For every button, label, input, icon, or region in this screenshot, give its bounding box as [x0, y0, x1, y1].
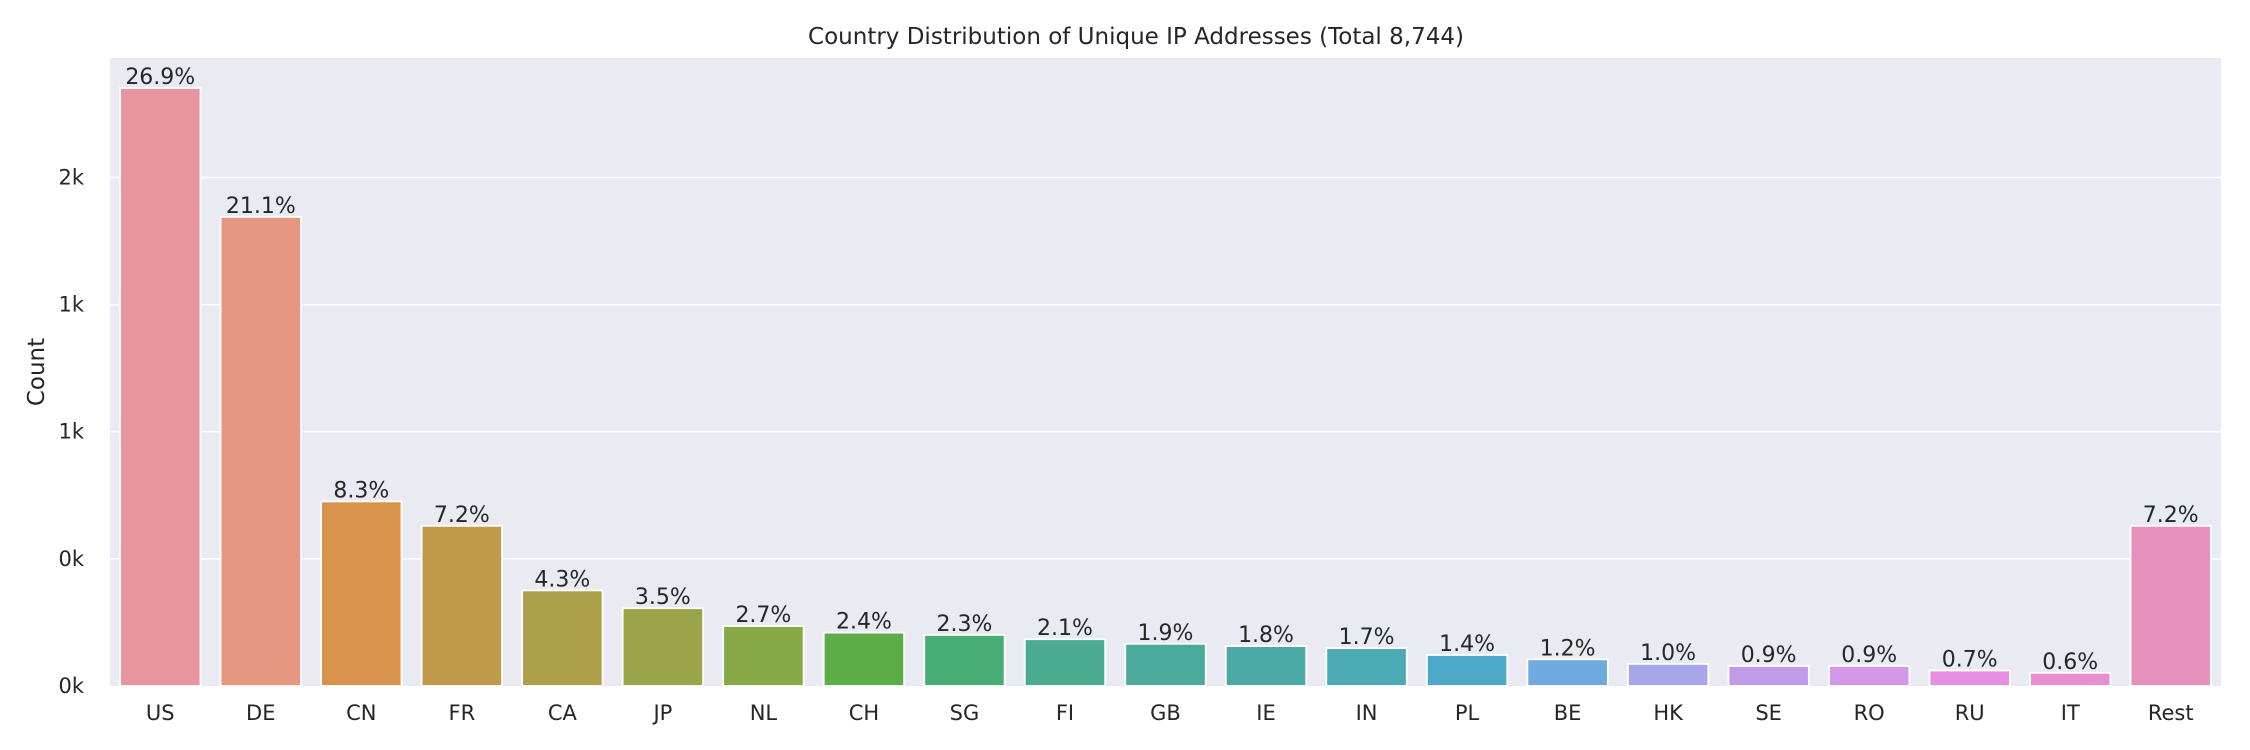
bar-value-label: 8.3% [333, 478, 389, 503]
bar-value-label: 4.3% [534, 567, 590, 592]
bar-value-label: 2.3% [936, 612, 992, 637]
bar-in [1325, 647, 1408, 687]
bar-jp [621, 607, 704, 687]
bar-ca [521, 589, 604, 687]
bar-fi [1023, 638, 1107, 687]
y-axis-ticks: 0k 0k 1k 1k 2k [58, 165, 84, 698]
bar-value-label: 2.1% [1037, 616, 1093, 641]
x-tick-label: RO [1854, 701, 1885, 725]
bar-sg [923, 633, 1006, 687]
x-tick-label: GB [1150, 701, 1181, 725]
bar-it [2029, 671, 2112, 687]
bar-de [219, 216, 302, 687]
x-axis-ticks: US DE CN FR CA JP NL CH SG FI GB IE IN PL BE HK SE RO RU IT… [146, 701, 2194, 725]
bar-gb [1124, 642, 1207, 687]
x-tick-label: JP [651, 701, 672, 725]
y-tick-label: 1k [58, 420, 84, 444]
bar-value-label: 0.9% [1841, 643, 1897, 668]
bar-ro [1828, 665, 1911, 687]
y-axis-label: Count [24, 338, 50, 406]
x-tick-label: DE [246, 701, 275, 725]
bar-value-label: 1.4% [1439, 632, 1495, 657]
bar-se [1727, 665, 1810, 687]
bar-value-label: 0.6% [2042, 650, 2098, 675]
x-tick-label: RU [1955, 701, 1985, 725]
bar-be [1526, 658, 1609, 687]
x-tick-label: SE [1755, 701, 1782, 725]
x-tick-label: IT [2061, 701, 2080, 725]
chart-title: Country Distribution of Unique IP Addres… [808, 24, 1464, 50]
bar-us [119, 87, 202, 687]
x-tick-label: IE [1256, 701, 1275, 725]
x-tick-label: SG [950, 701, 980, 725]
x-tick-label: PL [1455, 701, 1480, 725]
y-tick-label: 0k [58, 547, 84, 571]
x-tick-label: FR [448, 701, 475, 725]
y-tick-label: 0k [58, 674, 84, 698]
bar-value-label: 2.4% [836, 610, 892, 635]
x-tick-label: BE [1554, 701, 1582, 725]
bar-ru [1928, 669, 2011, 687]
bar-value-label: 1.8% [1238, 623, 1294, 648]
bar-value-label: 3.5% [635, 585, 691, 610]
bar-value-label: 7.2% [434, 503, 490, 528]
y-tick-label: 1k [58, 293, 84, 317]
bar-value-label: 0.9% [1741, 643, 1797, 668]
bar-ie [1224, 645, 1308, 687]
bar-value-label: 1.9% [1138, 621, 1194, 646]
bar-value-label: 2.7% [735, 603, 791, 628]
bar-value-label: 1.2% [1540, 636, 1596, 661]
bar-value-label: 1.0% [1640, 641, 1696, 666]
bar-hk [1627, 662, 1710, 687]
x-tick-label: US [146, 701, 175, 725]
bar-ch [822, 631, 906, 687]
bar-labels: 26.9% 21.1% 8.3% 7.2% 4.3% 3.5% 2.7% 2.4% 2.3% 2.… [125, 65, 2198, 675]
bar-value-label: 7.2% [2143, 503, 2199, 528]
x-tick-label: NL [750, 701, 778, 725]
y-tick-label: 2k [58, 165, 84, 189]
bars [119, 87, 2212, 687]
bar-value-label: 21.1% [226, 194, 296, 219]
x-tick-label: CA [548, 701, 578, 725]
x-tick-label: CH [849, 701, 879, 725]
bar-value-label: 26.9% [125, 65, 195, 90]
x-tick-label: IN [1356, 701, 1378, 725]
bar-pl [1425, 654, 1509, 687]
x-tick-label: Rest [2148, 701, 2194, 725]
x-tick-label: CN [346, 701, 376, 725]
x-tick-label: HK [1653, 701, 1684, 725]
bar-cn [320, 500, 403, 687]
x-tick-label: FI [1056, 701, 1074, 725]
bar-value-label: 0.7% [1942, 647, 1998, 672]
bar-fr [420, 524, 503, 687]
bar-nl [722, 625, 805, 687]
bar-rest [2129, 524, 2212, 687]
bar-value-label: 1.7% [1339, 625, 1395, 650]
